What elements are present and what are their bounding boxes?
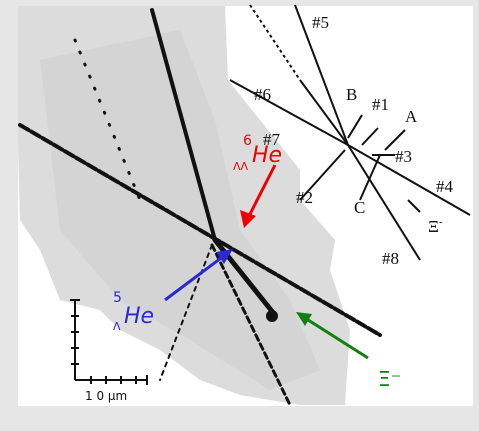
label: #6 — [254, 85, 271, 104]
label: #3 — [395, 147, 412, 166]
figure: #5 #6 #1 B A #7 #3 #2 C #4 #8 Ξ- 6 ΛΛ He… — [0, 0, 479, 431]
label: A — [405, 107, 418, 126]
label: #8 — [382, 249, 399, 268]
mass: 6 — [243, 133, 252, 149]
element: He — [252, 143, 282, 168]
sub: ΛΛ — [233, 160, 249, 173]
blob — [266, 310, 278, 322]
scale-label: 1 0 μm — [85, 389, 127, 403]
label: #4 — [436, 177, 454, 196]
xi-symbol: Ξ — [428, 217, 439, 236]
xi-charge: - — [439, 216, 443, 228]
sub: Λ — [113, 320, 121, 333]
label: #5 — [312, 13, 329, 32]
page: #5 #6 #1 B A #7 #3 #2 C #4 #8 Ξ- 6 ΛΛ He… — [0, 0, 479, 431]
mass: 5 — [113, 290, 122, 306]
element: He — [124, 304, 154, 329]
xi-photo-label: Ξ⁻ — [378, 367, 401, 391]
label: #1 — [372, 95, 389, 114]
label: B — [346, 85, 357, 104]
label: C — [354, 198, 365, 217]
label: #2 — [296, 188, 313, 207]
